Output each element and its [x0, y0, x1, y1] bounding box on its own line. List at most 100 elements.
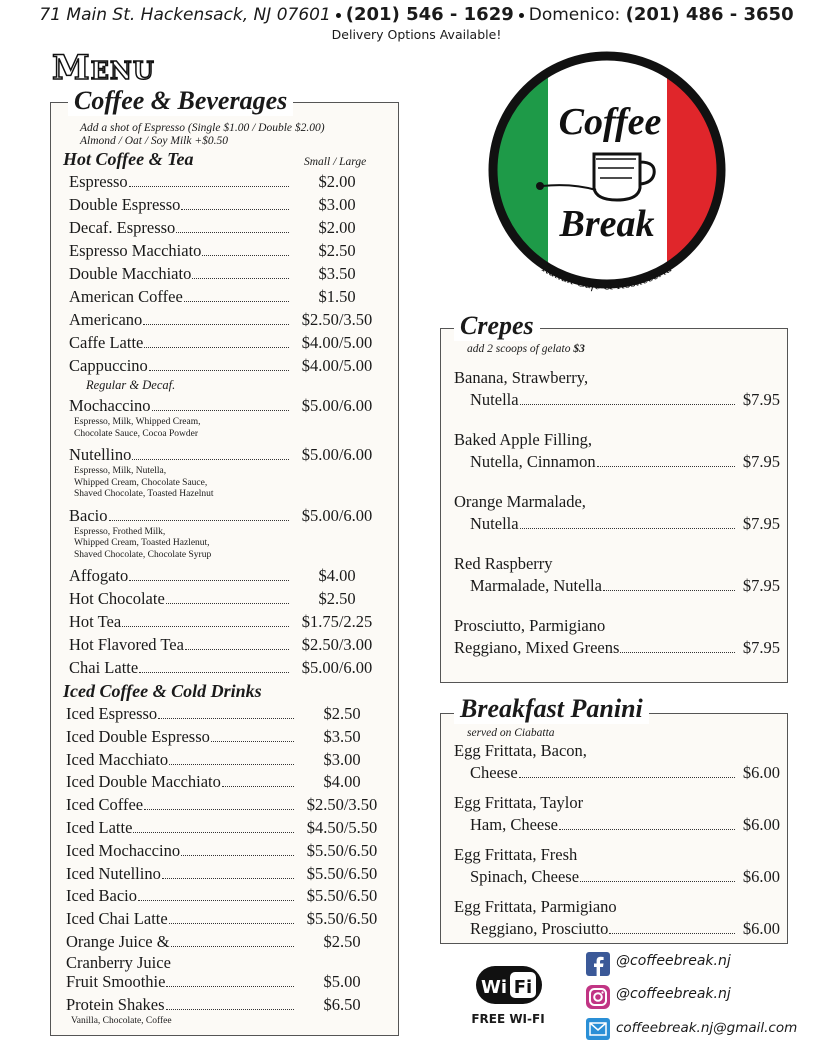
item-price: $2.50/3.50 [301, 310, 373, 329]
leader [519, 528, 735, 529]
leader [169, 763, 294, 765]
item-name: Chai Latte [69, 658, 139, 677]
item-price: $2.00 [318, 172, 356, 191]
item-line: Orange Marmalade, [454, 492, 586, 511]
item-name: Caffe Latte [69, 333, 144, 352]
section-title: Breakfast Panini [454, 694, 649, 724]
leader [580, 881, 735, 882]
item-price: $7.95 [742, 576, 780, 595]
item-desc: Espresso, Frothed Milk, Whipped Cream, To… [69, 527, 383, 562]
item-price: $5.00/6.00 [301, 658, 373, 677]
item-price: $4.00/5.00 [301, 333, 373, 352]
desc-line: Whipped Cream, Chocolate Sauce, [74, 477, 208, 488]
item-name: Iced Coffee [66, 795, 144, 815]
desc-line: Vanilla, Chocolate, Coffee [71, 1016, 172, 1027]
leader [221, 786, 294, 788]
item-price: $7.95 [742, 514, 780, 533]
item-line: Nutella $7.95 [454, 389, 780, 411]
leader [176, 232, 289, 233]
menu-item: Orange Marmalade, Nutella $7.95 [454, 491, 780, 535]
item-line: Red Raspberry [454, 554, 553, 573]
menu-item: Banana, Strawberry, Nutella $7.95 [454, 367, 780, 411]
item-name: Ham, Cheese [470, 815, 558, 834]
note-price: $3 [573, 343, 585, 355]
item-name: Iced Double Espresso [66, 726, 210, 746]
item-line: Ham, Cheese $6.00 [454, 814, 780, 836]
header-line: 71 Main St. Hackensack, NJ 07601 (201) 54… [0, 4, 833, 25]
item-price: $6.00 [742, 815, 780, 834]
item-price: $5.50/6.50 [306, 863, 378, 883]
leader [184, 649, 289, 650]
menu-item: Prosciutto, Parmigiano Reggiano, Mixed Gr… [454, 615, 780, 659]
leader [192, 278, 289, 279]
menu-item: Cappuccino $4.00/5.00 [69, 354, 383, 377]
desc-line: Shaved Chocolate, Toasted Hazelnut [74, 489, 214, 499]
item-name: Americano [69, 310, 143, 329]
item-name: Orange Juice & [66, 931, 170, 951]
item-name: Iced Latte [66, 817, 133, 837]
leader [596, 466, 735, 467]
section-title: Coffee & Beverages [68, 86, 294, 116]
separator [518, 12, 524, 18]
leader [181, 854, 294, 856]
menu-item: Bacio $5.00/6.00 [69, 504, 383, 527]
logo-word: Coffee [559, 101, 662, 143]
note-line: Add a shot of Espresso (Single $1.00 / D… [80, 122, 325, 134]
item-name: Nutellino [69, 445, 132, 464]
item-price: $2.50 [323, 704, 361, 723]
item-name: Iced Mochaccino [66, 840, 181, 860]
item-name: Iced Nutellino [66, 863, 161, 883]
item-price: $1.75/2.25 [301, 612, 373, 631]
menu-item: Baked Apple Filling, Nutella, Cinnamon $7.… [454, 429, 780, 473]
leader [144, 809, 294, 811]
subsection-title: Iced Coffee & Cold Drinks [63, 681, 262, 701]
leader [166, 985, 294, 987]
item-desc: Espresso, Milk, Whipped Cream, Chocolate … [69, 417, 383, 440]
delivery-note: Delivery Options Available! [331, 27, 502, 42]
leader [519, 404, 735, 405]
item-price: $2.50/3.00 [301, 635, 373, 654]
menu-item: Iced Mochaccino $5.50/6.50 [66, 840, 388, 863]
leader [558, 829, 735, 830]
item-name: Fruit Smoothie [66, 971, 166, 991]
menu-item: Double Macchiato $3.50 [69, 262, 383, 285]
item-name-cont: Cranberry Juice [66, 952, 171, 972]
item-line: Egg Frittata, Taylor [454, 793, 584, 812]
item-name: Espresso [69, 172, 128, 191]
desc-line: Whipped Cream, Toasted Hazlenut, [74, 538, 210, 548]
menu-item: Caffe Latte $4.00/5.00 [69, 331, 383, 354]
item-line: Egg Frittata, Fresh [454, 845, 578, 864]
item-line: Banana, Strawberry, [454, 368, 589, 387]
item-desc: Vanilla, Chocolate, Coffee [66, 1016, 388, 1028]
leader [609, 933, 735, 934]
item-name: Hot Chocolate [69, 589, 165, 608]
item-price: $5.50/6.50 [306, 909, 378, 929]
leader [161, 877, 294, 879]
item-price: $2.50 [323, 931, 361, 951]
menu-item: Espresso Macchiato $2.50 [69, 239, 383, 262]
item-line: Reggiano, Prosciutto $6.00 [454, 918, 780, 940]
email: coffeebreak.nj@gmail.com [616, 1020, 798, 1036]
wifi-wi: Wi [481, 977, 507, 998]
item-name: Affogato [69, 566, 129, 585]
leader [210, 740, 294, 742]
menu-item: Chai Latte $5.00/6.00 [69, 656, 383, 679]
note-text: add 2 scoops of gelato [467, 343, 571, 355]
menu-item: Espresso $2.00 [69, 170, 383, 193]
menu-item: Orange Juice & $2.50 [66, 931, 388, 954]
menu-title: Menu [51, 47, 155, 89]
item-price: $3.00 [318, 195, 356, 214]
item-name: Reggiano, Mixed Greens [454, 638, 620, 657]
coffee-notes: Add a shot of Espresso (Single $1.00 / D… [80, 122, 325, 147]
hot-list: Espresso $2.00 Double Espresso $3.00 Decaf. … [69, 170, 383, 679]
item-name: Cappuccino [69, 356, 148, 375]
social-icons [586, 952, 610, 1040]
menu-item: Iced Coffee $2.50/3.50 [66, 794, 388, 817]
item-name: Bacio [69, 505, 108, 525]
item-price: $5.50/6.50 [306, 840, 378, 860]
item-line: Reggiano, Mixed Greens $7.95 [454, 637, 780, 659]
leader [128, 186, 289, 187]
leader [620, 652, 735, 653]
menu-item: Iced Double Espresso $3.50 [66, 726, 388, 749]
